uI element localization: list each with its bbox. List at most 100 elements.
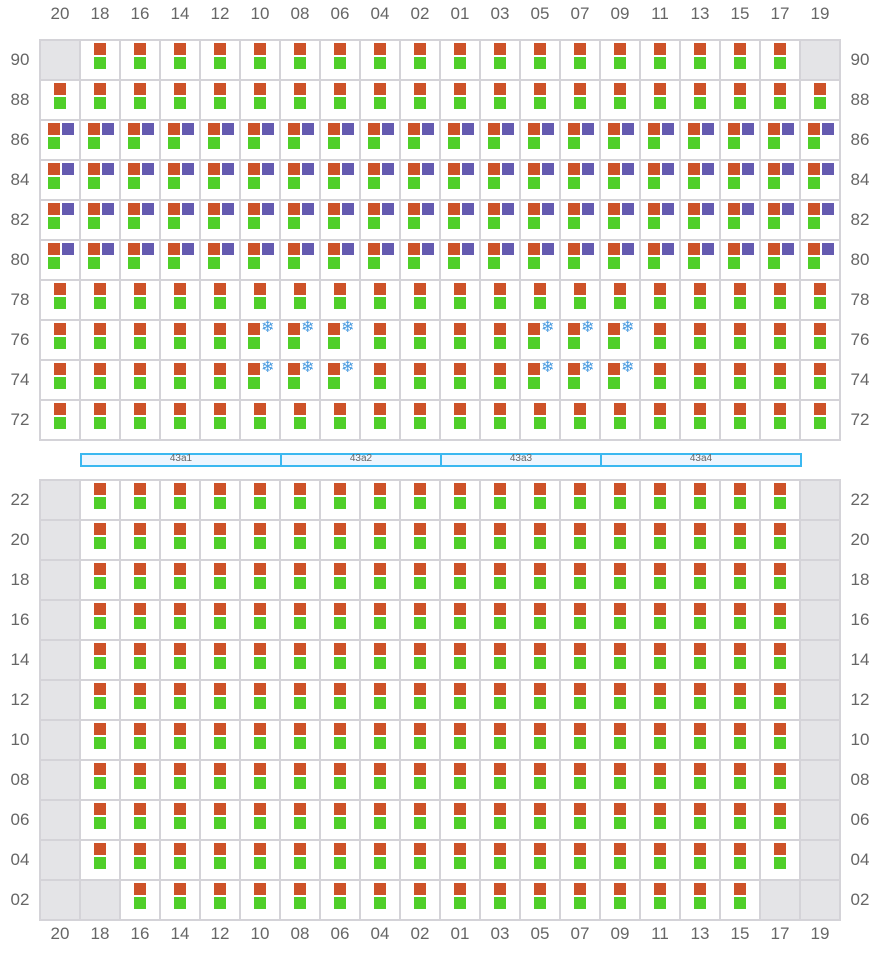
seat-20-14[interactable] xyxy=(161,521,199,559)
seat-02-03[interactable] xyxy=(481,881,519,919)
seat-78-19[interactable] xyxy=(801,281,839,319)
seat-18-16[interactable] xyxy=(121,561,159,599)
seat-02-08[interactable] xyxy=(281,881,319,919)
seat-18-15[interactable] xyxy=(721,561,759,599)
seat-06-07[interactable] xyxy=(561,801,599,839)
seat-08-06[interactable] xyxy=(321,761,359,799)
seat-86-13[interactable] xyxy=(681,121,719,159)
seat-90-14[interactable] xyxy=(161,41,199,79)
seat-10-12[interactable] xyxy=(201,721,239,759)
seat-76-12[interactable] xyxy=(201,321,239,359)
seat-14-05[interactable] xyxy=(521,641,559,679)
seat-10-06[interactable] xyxy=(321,721,359,759)
seat-74-15[interactable] xyxy=(721,361,759,399)
seat-22-07[interactable] xyxy=(561,481,599,519)
seat-18-03[interactable] xyxy=(481,561,519,599)
seat-74-14[interactable] xyxy=(161,361,199,399)
seat-82-01[interactable] xyxy=(441,201,479,239)
seat-10-17[interactable] xyxy=(761,721,799,759)
seat-86-12[interactable] xyxy=(201,121,239,159)
seat-08-12[interactable] xyxy=(201,761,239,799)
seat-22-04[interactable] xyxy=(361,481,399,519)
seat-06-08[interactable] xyxy=(281,801,319,839)
seat-20-17[interactable] xyxy=(761,521,799,559)
seat-14-12[interactable] xyxy=(201,641,239,679)
seat-06-03[interactable] xyxy=(481,801,519,839)
seat-78-18[interactable] xyxy=(81,281,119,319)
seat-76-13[interactable] xyxy=(681,321,719,359)
seat-04-03[interactable] xyxy=(481,841,519,879)
seat-90-01[interactable] xyxy=(441,41,479,79)
seat-88-04[interactable] xyxy=(361,81,399,119)
seat-76-07[interactable]: ❄ xyxy=(561,320,599,359)
seat-80-09[interactable] xyxy=(601,241,639,279)
seat-20-13[interactable] xyxy=(681,521,719,559)
seat-72-16[interactable] xyxy=(121,401,159,439)
seat-12-08[interactable] xyxy=(281,681,319,719)
seat-14-14[interactable] xyxy=(161,641,199,679)
seat-14-11[interactable] xyxy=(641,641,679,679)
seat-88-13[interactable] xyxy=(681,81,719,119)
seat-80-19[interactable] xyxy=(801,241,839,279)
seat-90-03[interactable] xyxy=(481,41,519,79)
seat-88-07[interactable] xyxy=(561,81,599,119)
seat-14-15[interactable] xyxy=(721,641,759,679)
seat-10-18[interactable] xyxy=(81,721,119,759)
seat-86-05[interactable] xyxy=(521,121,559,159)
seat-74-10[interactable]: ❄ xyxy=(241,360,279,399)
seat-22-12[interactable] xyxy=(201,481,239,519)
seat-82-10[interactable] xyxy=(241,201,279,239)
seat-20-15[interactable] xyxy=(721,521,759,559)
seat-16-01[interactable] xyxy=(441,601,479,639)
seat-10-08[interactable] xyxy=(281,721,319,759)
seat-78-02[interactable] xyxy=(401,281,439,319)
seat-78-12[interactable] xyxy=(201,281,239,319)
seat-16-14[interactable] xyxy=(161,601,199,639)
seat-20-02[interactable] xyxy=(401,521,439,559)
seat-74-09[interactable]: ❄ xyxy=(601,360,639,399)
seat-82-18[interactable] xyxy=(81,201,119,239)
seat-90-05[interactable] xyxy=(521,41,559,79)
seat-22-06[interactable] xyxy=(321,481,359,519)
seat-18-01[interactable] xyxy=(441,561,479,599)
seat-88-08[interactable] xyxy=(281,81,319,119)
seat-82-08[interactable] xyxy=(281,201,319,239)
seat-72-19[interactable] xyxy=(801,401,839,439)
seat-88-06[interactable] xyxy=(321,81,359,119)
seat-80-02[interactable] xyxy=(401,241,439,279)
seat-84-08[interactable] xyxy=(281,161,319,199)
seat-72-12[interactable] xyxy=(201,401,239,439)
seat-90-16[interactable] xyxy=(121,41,159,79)
seat-12-11[interactable] xyxy=(641,681,679,719)
seat-06-14[interactable] xyxy=(161,801,199,839)
seat-80-14[interactable] xyxy=(161,241,199,279)
seat-16-06[interactable] xyxy=(321,601,359,639)
seat-10-10[interactable] xyxy=(241,721,279,759)
seat-20-04[interactable] xyxy=(361,521,399,559)
seat-72-04[interactable] xyxy=(361,401,399,439)
seat-12-02[interactable] xyxy=(401,681,439,719)
seat-02-04[interactable] xyxy=(361,881,399,919)
seat-02-14[interactable] xyxy=(161,881,199,919)
seat-74-05[interactable]: ❄ xyxy=(521,360,559,399)
seat-14-10[interactable] xyxy=(241,641,279,679)
seat-22-10[interactable] xyxy=(241,481,279,519)
seat-08-01[interactable] xyxy=(441,761,479,799)
seat-14-18[interactable] xyxy=(81,641,119,679)
seat-04-15[interactable] xyxy=(721,841,759,879)
seat-72-17[interactable] xyxy=(761,401,799,439)
seat-12-16[interactable] xyxy=(121,681,159,719)
seat-84-14[interactable] xyxy=(161,161,199,199)
seat-22-08[interactable] xyxy=(281,481,319,519)
seat-90-10[interactable] xyxy=(241,41,279,79)
seat-72-10[interactable] xyxy=(241,401,279,439)
seat-12-15[interactable] xyxy=(721,681,759,719)
seat-76-11[interactable] xyxy=(641,321,679,359)
seat-76-20[interactable] xyxy=(41,321,79,359)
seat-22-02[interactable] xyxy=(401,481,439,519)
seat-82-13[interactable] xyxy=(681,201,719,239)
seat-04-05[interactable] xyxy=(521,841,559,879)
seat-90-15[interactable] xyxy=(721,41,759,79)
seat-88-16[interactable] xyxy=(121,81,159,119)
seat-90-12[interactable] xyxy=(201,41,239,79)
